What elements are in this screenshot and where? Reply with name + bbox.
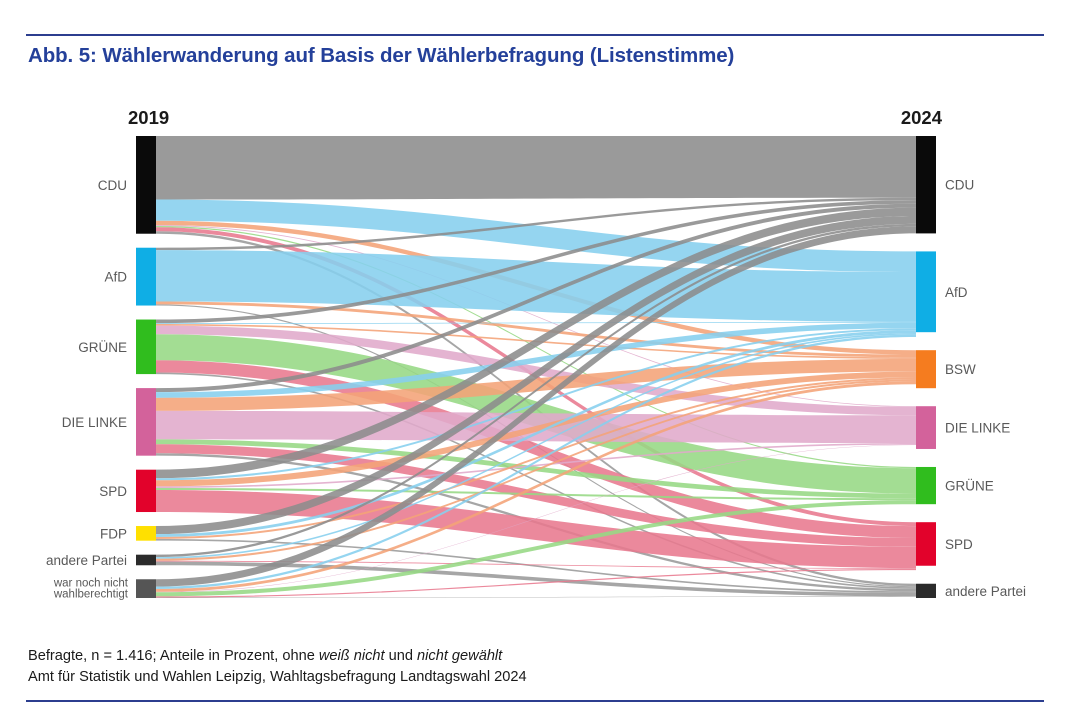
sankey-node-label: DIE LINKE <box>62 415 127 430</box>
sankey-ribbon <box>156 358 916 411</box>
sankey-svg: CDU AfD GRÜNE DIE LINKE SPD FDP andere Partei w… <box>46 107 1026 601</box>
sankey-ribbon <box>156 372 916 589</box>
sankey-ribbon <box>156 322 916 398</box>
sankey-ribbon <box>156 225 916 407</box>
sankey-node-label: war noch nicht wahlberechtigt <box>53 578 129 601</box>
sankey-node-source <box>136 247 156 306</box>
sankey-node-label: FDP <box>100 526 127 541</box>
figure-footnote: Befragte, n = 1.416; Anteile in Prozent,… <box>28 646 1038 688</box>
sankey-node-target <box>916 406 936 449</box>
sankey-chart: CDU AfD GRÜNE DIE LINKE SPD FDP andere Partei w… <box>0 98 1070 618</box>
sankey-node-source <box>136 319 156 375</box>
sankey-node-label: CDU <box>98 178 127 193</box>
sankey-node-label: GRÜNE <box>945 479 994 494</box>
sankey-node-label: SPD <box>945 537 973 552</box>
sankey-ribbon <box>156 561 916 597</box>
sankey-node-target <box>916 522 936 566</box>
sankey-node-source <box>136 526 156 541</box>
sankey-node-target <box>916 251 936 333</box>
sankey-node-source <box>136 554 156 566</box>
footnote-text-a: Befragte, n = 1.416; Anteile in Prozent,… <box>28 648 319 664</box>
sankey-node-label: GRÜNE <box>78 340 127 355</box>
sankey-node-source <box>136 469 156 513</box>
sankey-ribbon <box>156 381 916 592</box>
sankey-ribbon <box>156 197 916 251</box>
sankey-ribbon <box>156 443 916 489</box>
sankey-ribbon <box>156 560 916 569</box>
footnote-italic-2: nicht gewählt <box>417 648 503 664</box>
sankey-ribbon <box>156 226 916 587</box>
sankey-node-label: SPD <box>99 484 127 499</box>
column-header-2024: 2024 <box>901 107 943 128</box>
sankey-ribbon <box>156 330 916 538</box>
sankey-ribbon <box>156 439 916 499</box>
sankey-ribbon <box>156 334 916 590</box>
sankey-node-label: andere Partei <box>945 584 1026 599</box>
sankey-ribbon <box>156 371 916 487</box>
sankey-ribbon <box>156 360 916 539</box>
ribbon-layer <box>156 136 916 598</box>
sankey-ribbon <box>156 444 916 593</box>
sankey-node-target <box>916 350 936 389</box>
footnote-text-b: und <box>384 648 418 664</box>
sankey-node-target <box>916 136 936 234</box>
node-layer <box>136 136 936 598</box>
sankey-node-label: AfD <box>945 285 968 300</box>
sankey-node-label: BSW <box>945 362 976 377</box>
sankey-node-source <box>136 136 156 234</box>
sankey-ribbon <box>156 136 916 200</box>
column-header-2019: 2019 <box>128 107 169 128</box>
sankey-node-label: DIE LINKE <box>945 421 1010 436</box>
sankey-ribbon <box>156 215 916 535</box>
sankey-ribbon <box>156 200 916 324</box>
sankey-ribbon <box>156 321 916 325</box>
sankey-ribbon <box>156 203 916 393</box>
sankey-node-target <box>916 466 936 505</box>
sankey-ribbon <box>156 568 916 598</box>
sankey-ribbon <box>156 596 916 598</box>
sankey-ribbon <box>156 444 916 547</box>
top-rule <box>26 34 1044 36</box>
sankey-node-source <box>136 579 156 598</box>
footnote-line-1: Befragte, n = 1.416; Anteile in Prozent,… <box>28 646 1038 667</box>
sankey-ribbon <box>156 250 916 322</box>
sankey-ribbon <box>156 377 916 540</box>
sankey-ribbon <box>156 301 916 358</box>
sankey-ribbon <box>156 223 916 558</box>
sankey-ribbon <box>156 379 916 561</box>
footnote-italic-1: weiß nicht <box>318 648 385 664</box>
label-layer: CDU AfD GRÜNE DIE LINKE SPD FDP andere Partei w… <box>46 178 1026 601</box>
sankey-node-label: AfD <box>104 270 127 285</box>
bottom-rule <box>26 700 1044 702</box>
sankey-node-label: andere Partei <box>46 553 127 568</box>
sankey-ribbon <box>156 325 916 416</box>
figure-title: Abb. 5: Wählerwanderung auf Basis der Wä… <box>28 44 735 67</box>
sankey-node-target <box>916 583 936 598</box>
sankey-node-label: CDU <box>945 178 974 193</box>
sankey-ribbon <box>156 207 916 479</box>
sankey-ribbon <box>156 199 916 272</box>
sankey-node-source <box>136 388 156 456</box>
sankey-ribbon <box>156 332 916 559</box>
sankey-ribbon <box>156 500 916 597</box>
footnote-line-2: Amt für Statistik und Wahlen Leipzig, Wa… <box>28 669 527 685</box>
sankey-ribbon <box>156 539 916 593</box>
